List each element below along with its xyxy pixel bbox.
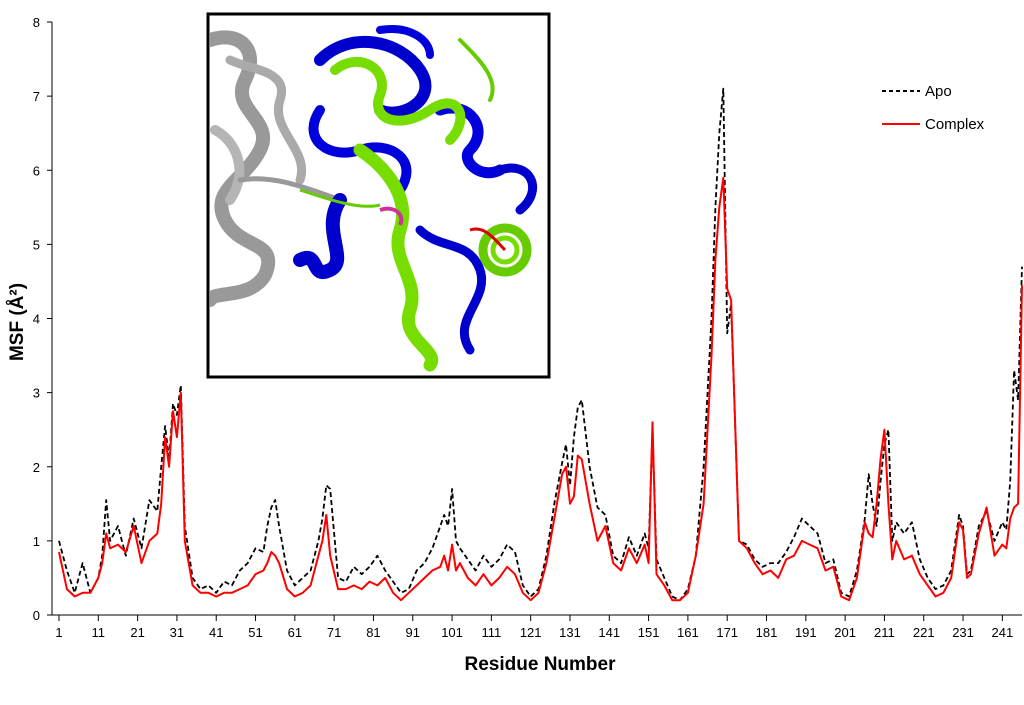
y-tick-label: 7 xyxy=(33,89,40,104)
x-tick-label: 241 xyxy=(991,625,1013,640)
y-tick-label: 4 xyxy=(33,312,40,327)
x-tick-label: 211 xyxy=(874,625,895,640)
series-line-complex xyxy=(58,176,1023,602)
legend-label-complex: Complex xyxy=(925,116,985,133)
x-tick-label: 11 xyxy=(92,625,106,640)
y-tick-label: 1 xyxy=(33,534,40,549)
y-tick-label: 8 xyxy=(33,15,40,30)
x-tick-label: 131 xyxy=(559,625,581,640)
x-tick-label: 151 xyxy=(638,625,660,640)
legend: Apo Complex xyxy=(882,83,985,133)
legend-label-apo: Apo xyxy=(925,83,952,100)
x-tick-label: 221 xyxy=(913,625,935,640)
x-tick-label: 171 xyxy=(716,625,738,640)
y-axis-ticks: 0 1 2 3 4 5 6 7 8 xyxy=(33,15,52,623)
x-tick-label: 181 xyxy=(756,625,778,640)
x-tick-label: 91 xyxy=(406,625,420,640)
y-tick-label: 0 xyxy=(33,608,40,623)
x-axis-ticks: 1 11 21 31 41 51 61 71 81 91 101 111 121 131 141 151 161… xyxy=(55,615,1013,640)
x-tick-label: 71 xyxy=(327,625,341,640)
x-tick-label: 111 xyxy=(481,625,501,640)
y-axis-title: MSF (Å²) xyxy=(7,283,28,361)
x-tick-label: 161 xyxy=(677,625,699,640)
x-tick-label: 81 xyxy=(366,625,380,640)
y-tick-label: 6 xyxy=(33,163,40,178)
protein-structure-inset xyxy=(206,12,551,379)
x-tick-label: 31 xyxy=(170,625,184,640)
y-tick-label: 3 xyxy=(33,386,40,401)
x-tick-label: 101 xyxy=(441,625,463,640)
series-line-apo xyxy=(58,87,1023,602)
y-tick-label: 5 xyxy=(33,237,40,252)
x-tick-label: 231 xyxy=(952,625,974,640)
x-tick-label: 191 xyxy=(795,625,817,640)
x-tick-label: 121 xyxy=(520,625,542,640)
x-tick-label: 1 xyxy=(55,625,62,640)
x-tick-label: 61 xyxy=(288,625,302,640)
x-tick-label: 201 xyxy=(834,625,856,640)
x-tick-label: 41 xyxy=(209,625,223,640)
x-tick-label: 21 xyxy=(130,625,144,640)
y-tick-label: 2 xyxy=(33,460,40,475)
x-axis-title: Residue Number xyxy=(465,654,617,675)
x-tick-label: 51 xyxy=(248,625,262,640)
x-tick-label: 141 xyxy=(598,625,620,640)
series-lines xyxy=(58,87,1023,602)
